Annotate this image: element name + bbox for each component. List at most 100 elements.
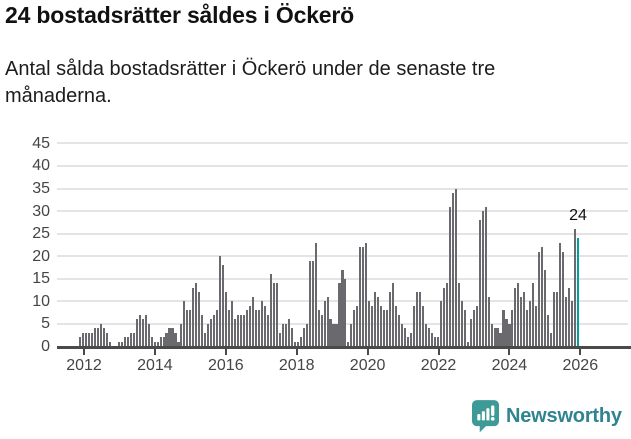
gridline	[57, 255, 628, 258]
bar	[436, 337, 439, 347]
x-axis-tick	[579, 348, 582, 355]
x-axis-line	[57, 345, 631, 349]
y-axis-tick-label: 35	[32, 180, 50, 198]
bar	[332, 323, 335, 347]
bar	[359, 247, 362, 347]
bar	[207, 323, 210, 347]
bar	[541, 247, 544, 347]
bar	[102, 328, 105, 347]
x-axis-tick-label: 2022	[420, 356, 457, 374]
bar	[407, 337, 410, 347]
y-axis-tick-label: 45	[32, 134, 50, 152]
gridline	[57, 232, 628, 235]
bar	[562, 251, 565, 347]
bar	[326, 296, 329, 347]
bar	[240, 314, 243, 347]
bar	[401, 323, 404, 347]
bar	[424, 323, 427, 347]
bar	[469, 319, 472, 347]
bar	[460, 301, 463, 347]
bar	[245, 310, 249, 347]
x-axis-tick	[366, 348, 369, 355]
bar	[392, 283, 395, 347]
bar	[165, 332, 168, 347]
x-axis-tick	[295, 348, 298, 355]
bar	[290, 328, 293, 347]
bar	[442, 287, 445, 347]
bar	[559, 242, 562, 347]
bar	[415, 292, 419, 347]
bar	[478, 220, 481, 347]
newsworthy-logo[interactable]: Newsworthy	[472, 400, 622, 433]
bar	[138, 314, 141, 347]
highlighted-bar	[576, 238, 580, 347]
bar	[93, 328, 96, 347]
bar	[183, 301, 186, 347]
bar	[99, 323, 102, 347]
bar	[511, 310, 514, 347]
bar	[141, 319, 144, 347]
bar	[421, 305, 425, 347]
bar	[284, 323, 287, 347]
bar	[177, 341, 180, 347]
bar	[508, 323, 511, 347]
bar	[248, 305, 252, 347]
bar	[445, 283, 448, 347]
bar	[162, 337, 165, 347]
bar	[404, 328, 407, 347]
bar	[317, 310, 320, 347]
bar	[386, 310, 389, 347]
bar	[174, 332, 177, 347]
x-axis-tick-label: 2018	[278, 356, 315, 374]
bar	[520, 296, 523, 347]
x-axis-tick-label: 2014	[137, 356, 173, 374]
bar	[168, 328, 171, 347]
bar	[526, 310, 529, 347]
bar	[231, 301, 234, 347]
bar	[574, 229, 577, 347]
bar	[490, 323, 493, 347]
bar	[311, 260, 314, 347]
bar	[201, 314, 204, 347]
bar	[535, 305, 538, 347]
bar	[225, 292, 228, 347]
gridline	[57, 164, 628, 167]
bar	[222, 265, 225, 347]
bar	[135, 319, 138, 347]
y-axis-tick-label: 5	[41, 315, 50, 333]
bar	[439, 301, 442, 347]
bar	[523, 292, 526, 347]
bar	[216, 310, 219, 347]
bar	[81, 332, 85, 347]
bar	[254, 310, 258, 347]
x-axis-tick-label: 2012	[66, 356, 102, 374]
bar	[293, 341, 296, 347]
bar	[565, 296, 568, 347]
bar	[451, 193, 454, 347]
highlight-value-label: 24	[569, 207, 587, 224]
bar	[320, 314, 323, 347]
x-axis-tick	[437, 348, 440, 355]
bar	[117, 341, 120, 347]
bar	[550, 332, 553, 347]
bar	[365, 242, 368, 347]
y-axis-tick-label: 25	[32, 225, 50, 243]
bar	[487, 296, 490, 347]
gridline	[57, 142, 628, 145]
bar	[505, 319, 508, 347]
bar	[430, 332, 433, 347]
bar	[96, 328, 99, 347]
bar	[228, 310, 231, 347]
bar	[484, 206, 487, 347]
bar	[514, 287, 517, 347]
bar	[457, 283, 460, 347]
bar	[87, 332, 91, 347]
bar	[475, 305, 478, 347]
bar	[126, 337, 129, 347]
gridline	[57, 210, 628, 213]
bar	[147, 323, 150, 347]
bar	[517, 283, 520, 347]
bar	[344, 278, 347, 347]
bar	[448, 206, 451, 347]
